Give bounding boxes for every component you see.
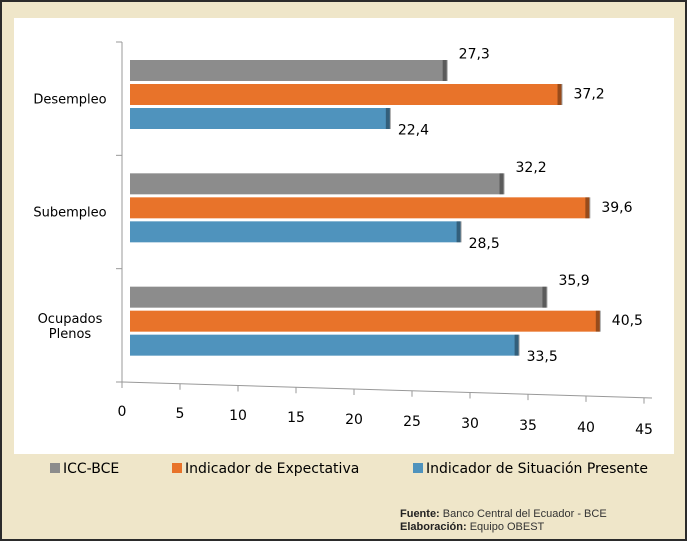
x-tick-label: 25 xyxy=(403,414,421,430)
value-label: 40,5 xyxy=(612,313,643,329)
note-label: Elaboración: xyxy=(400,521,467,533)
value-label: 22,4 xyxy=(398,123,429,139)
legend-swatch xyxy=(172,463,182,473)
bar xyxy=(130,334,520,356)
bar-face xyxy=(130,173,504,195)
bar-face xyxy=(130,334,519,356)
legend-label: Indicador de Situación Presente xyxy=(426,461,648,477)
note-label: Fuente: xyxy=(400,508,440,520)
x-tick-label: 40 xyxy=(577,420,595,436)
bar xyxy=(130,286,548,308)
value-label: 28,5 xyxy=(469,236,500,252)
value-label: 37,2 xyxy=(574,87,605,103)
value-label: 33,5 xyxy=(527,349,558,365)
bar-face xyxy=(130,310,600,332)
legend-label: ICC-BCE xyxy=(63,461,119,477)
value-label: 32,2 xyxy=(516,160,547,176)
y-tick-label: Subempleo xyxy=(33,205,107,221)
note-text: Equipo OBEST xyxy=(469,521,545,533)
legend-swatch xyxy=(50,463,60,473)
y-tick-label: Ocupados Plenos xyxy=(37,311,103,342)
bar-face xyxy=(130,108,390,129)
bar-end xyxy=(442,60,448,81)
bar-end xyxy=(585,197,591,219)
bar-end xyxy=(595,310,601,332)
x-tick-label: 30 xyxy=(461,416,479,432)
bar-end xyxy=(514,334,520,356)
bar-face xyxy=(130,221,461,243)
value-label: 35,9 xyxy=(558,273,589,289)
source-note: Fuente: Banco Central del Ecuador - BCE xyxy=(400,508,607,520)
x-axis xyxy=(121,381,653,399)
bar-end xyxy=(542,286,548,308)
bar-end xyxy=(385,108,391,129)
bar-face xyxy=(130,286,547,308)
x-tick-label: 45 xyxy=(635,422,653,438)
author-note: Elaboración: Equipo OBEST xyxy=(400,521,544,533)
bar xyxy=(130,173,505,195)
bar xyxy=(130,310,601,332)
bar-end xyxy=(557,84,563,105)
legend-swatch xyxy=(413,463,423,473)
value-label: 27,3 xyxy=(459,47,490,63)
bar xyxy=(130,108,391,129)
x-tick-label: 15 xyxy=(287,410,305,426)
bar xyxy=(130,60,448,81)
legend-label: Indicador de Expectativa xyxy=(185,461,359,477)
bar-face xyxy=(130,197,590,219)
bar-end xyxy=(456,221,462,243)
bar xyxy=(130,197,591,219)
x-tick-label: 0 xyxy=(118,404,127,420)
bar xyxy=(130,221,462,243)
x-tick-label: 35 xyxy=(519,418,537,434)
bar-face xyxy=(130,84,562,105)
x-tick-label: 5 xyxy=(176,406,185,422)
x-tick-label: 10 xyxy=(229,408,247,424)
bar xyxy=(130,84,563,105)
note-text: Banco Central del Ecuador - BCE xyxy=(442,508,607,520)
value-label: 39,6 xyxy=(601,200,632,216)
y-tick-label: Desempleo xyxy=(33,92,107,108)
x-tick-label: 20 xyxy=(345,412,363,428)
bar-face xyxy=(130,60,447,81)
bar-end xyxy=(499,173,505,195)
